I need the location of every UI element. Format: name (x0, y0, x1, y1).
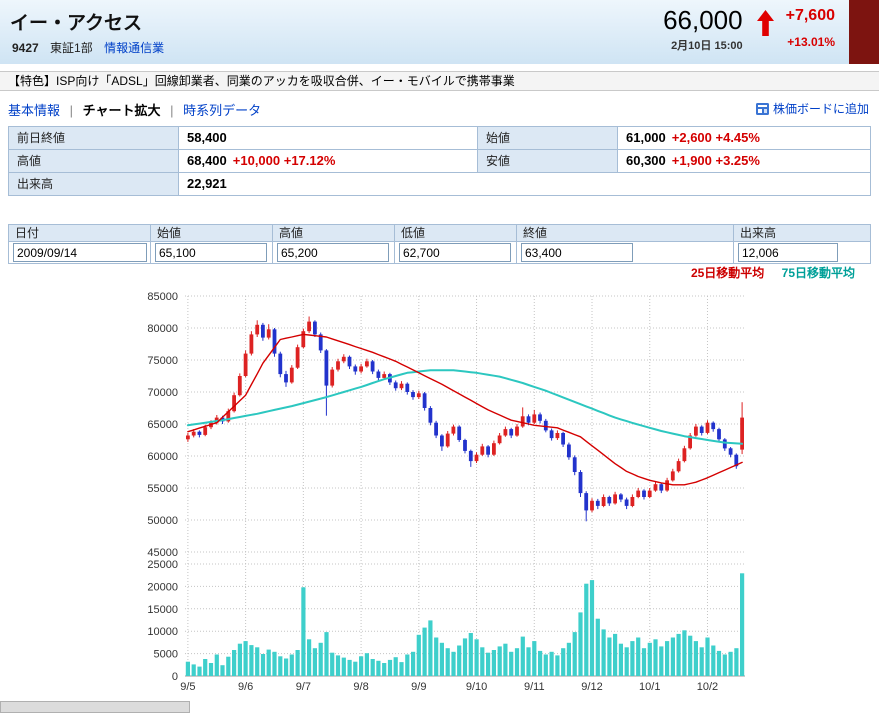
volume-number: 22,921 (187, 176, 227, 191)
entry-header-low: 低値 (394, 224, 517, 242)
svg-text:70000: 70000 (147, 387, 178, 399)
price-summary-table: 前日終値 58,400 始値 61,000 +2,600 +4.45% 高値 68… (8, 126, 871, 196)
svg-text:80000: 80000 (147, 323, 178, 335)
tab-time-series[interactable]: 時系列データ (183, 103, 262, 118)
tab-bar: 基本情報 | チャート拡大 | 時系列データ (8, 100, 261, 119)
low-number: 60,300 (626, 153, 666, 168)
current-price: 66,000 (663, 5, 743, 35)
change-block: +7,600 +13.01% (786, 6, 835, 49)
svg-text:9/6: 9/6 (238, 681, 253, 693)
svg-text:60000: 60000 (147, 451, 178, 463)
svg-text:9/5: 9/5 (180, 681, 195, 693)
ohlc-entry-table: 日付 始値 高値 低値 終値 出来高 (8, 224, 871, 264)
svg-text:45000: 45000 (147, 547, 178, 559)
high-input[interactable] (277, 243, 389, 262)
entry-header-high: 高値 (272, 224, 395, 242)
tab-separator: | (69, 103, 74, 118)
low-change: +1,900 +3.25% (671, 153, 760, 168)
svg-text:25000: 25000 (147, 559, 178, 571)
low-input[interactable] (399, 243, 511, 262)
price-cluster: 66,000 2月10日 15:00 +7,600 +13.01% (663, 6, 835, 53)
header-right-banner (849, 0, 879, 64)
svg-text:9/8: 9/8 (353, 681, 368, 693)
entry-header-volume: 出来高 (733, 224, 871, 242)
volume-value: 22,921 (178, 172, 871, 196)
svg-text:15000: 15000 (147, 604, 178, 616)
svg-text:10/1: 10/1 (639, 681, 660, 693)
stock-code-line: 9427 東証1部 情報通信業 (12, 39, 164, 56)
stock-name: イー・アクセス (10, 13, 143, 34)
date-input[interactable] (13, 243, 147, 262)
entry-input-row (8, 241, 871, 264)
chart-area: 85000 80000 75000 70000 65000 60000 55000 50000… (0, 280, 879, 695)
add-to-board-label: 株価ボードに追加 (772, 102, 869, 116)
entry-header-open: 始値 (150, 224, 273, 242)
price-block: 66,000 2月10日 15:00 (663, 6, 743, 53)
open-change: +2,600 +4.45% (671, 130, 760, 145)
volume-label: 出来高 (8, 172, 179, 196)
high-number: 68,400 (187, 153, 227, 168)
svg-text:20000: 20000 (147, 581, 178, 593)
svg-text:9/7: 9/7 (296, 681, 311, 693)
svg-text:9/10: 9/10 (466, 681, 487, 693)
close-input[interactable] (521, 243, 633, 262)
entry-header-close: 終値 (516, 224, 734, 242)
table-row: 前日終値 58,400 始値 61,000 +2,600 +4.45% (8, 126, 871, 150)
svg-text:9/9: 9/9 (411, 681, 426, 693)
low-value: 60,300 +1,900 +3.25% (617, 149, 871, 173)
stock-header: イー・アクセス 9427 東証1部 情報通信業 66,000 2月10日 15:… (0, 0, 879, 64)
entry-volume-input[interactable] (738, 243, 838, 262)
price-timestamp: 2月10日 15:00 (671, 40, 743, 52)
open-number: 61,000 (626, 130, 666, 145)
svg-text:10000: 10000 (147, 626, 178, 638)
stock-chart: 8500080000750007000065000600005500050000… (147, 291, 745, 693)
open-input[interactable] (155, 243, 267, 262)
tab-basic-info[interactable]: 基本情報 (8, 103, 61, 118)
stock-code: 9427 (12, 41, 39, 55)
prev-close-label: 前日終値 (8, 126, 179, 150)
svg-text:0: 0 (172, 671, 178, 683)
up-arrow-icon (756, 10, 774, 41)
add-board-icon (755, 102, 769, 115)
sector-link[interactable]: 情報通信業 (104, 41, 165, 55)
svg-text:65000: 65000 (147, 419, 178, 431)
price-change: +7,600 (785, 7, 835, 24)
table-row: 出来高 22,921 (8, 172, 871, 196)
add-to-board-link[interactable]: 株価ボードに追加 (755, 100, 869, 117)
entry-header-row: 日付 始値 高値 低値 終値 出来高 (8, 224, 871, 242)
bottom-partial-panel (0, 701, 190, 713)
legend-ma75: 75日移動平均 (781, 266, 855, 280)
chart-legend: 25日移動平均 75日移動平均 (691, 264, 855, 281)
prev-close-number: 58,400 (187, 130, 227, 145)
svg-text:9/12: 9/12 (581, 681, 602, 693)
prev-close-value: 58,400 (178, 126, 478, 150)
svg-text:9/11: 9/11 (524, 681, 545, 693)
company-feature: 【特色】ISP向け「ADSL」回線卸業者、同業のアッカを吸収合併、イー・モバイル… (0, 71, 879, 91)
stock-market: 東証1部 (50, 41, 93, 55)
high-change: +10,000 +17.12% (232, 153, 336, 168)
high-label: 高値 (8, 149, 179, 173)
tab-chart-expand[interactable]: チャート拡大 (82, 103, 161, 118)
svg-text:55000: 55000 (147, 483, 178, 495)
price-change-percent: +13.01% (787, 35, 835, 49)
svg-text:10/2: 10/2 (697, 681, 718, 693)
entry-header-date: 日付 (8, 224, 151, 242)
svg-text:75000: 75000 (147, 355, 178, 367)
table-row: 高値 68,400 +10,000 +17.12% 安値 60,300 +1,900… (8, 149, 871, 173)
svg-text:85000: 85000 (147, 291, 178, 303)
svg-text:5000: 5000 (154, 649, 178, 661)
svg-text:50000: 50000 (147, 515, 178, 527)
tab-separator: | (170, 103, 174, 118)
legend-ma25: 25日移動平均 (690, 266, 765, 280)
low-label: 安値 (477, 149, 618, 173)
open-value: 61,000 +2,600 +4.45% (617, 126, 871, 150)
high-value: 68,400 +10,000 +17.12% (178, 149, 478, 173)
open-label: 始値 (477, 126, 618, 150)
